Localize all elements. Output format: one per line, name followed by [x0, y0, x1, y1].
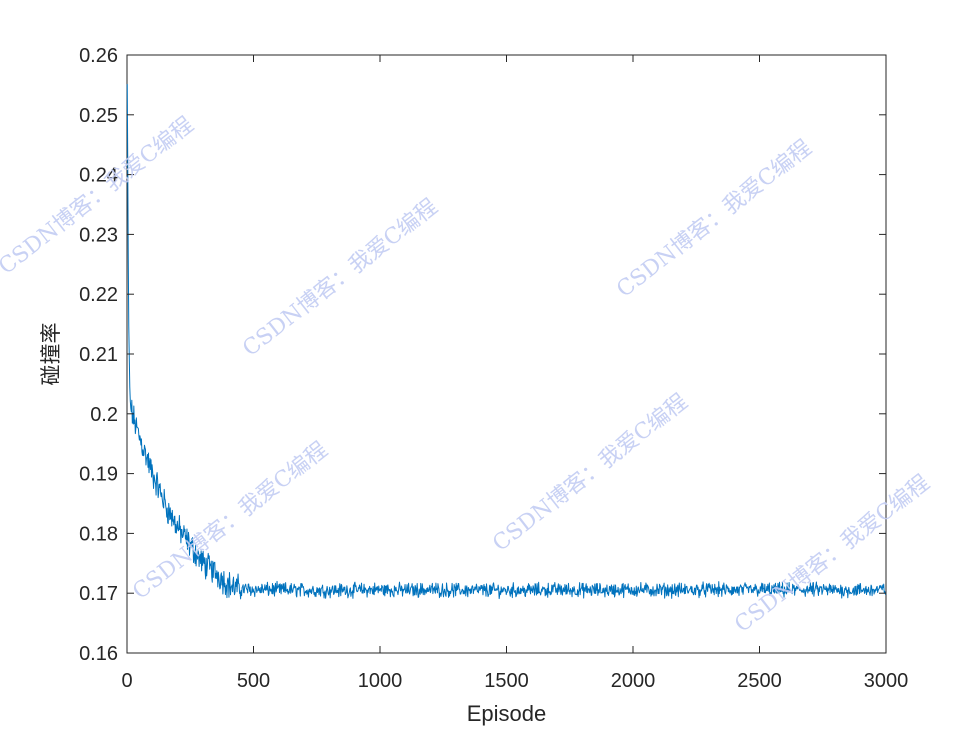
y-tick-label: 0.16: [79, 643, 118, 665]
tick-layer: 0 500 1000 1500 2000 2500 3000 0.16 0.17 0.18 0.19…: [79, 45, 908, 692]
y-tick-label: 0.23: [79, 224, 118, 246]
y-tick-label: 0.25: [79, 105, 118, 127]
x-tick-label: 2500: [737, 670, 782, 692]
y-tick-label: 0.24: [79, 165, 118, 187]
y-tick-label: 0.21: [79, 344, 118, 366]
y-tick-label: 0.2: [90, 404, 118, 426]
series-layer: [126, 84, 887, 600]
y-tick-label: 0.18: [79, 523, 118, 545]
y-tick-label: 0.22: [79, 284, 118, 306]
x-tick-label: 2000: [611, 670, 656, 692]
x-tick-label: 500: [237, 670, 270, 692]
axes-box: [126, 54, 887, 654]
x-tick-label: 0: [121, 670, 132, 692]
series-line: [126, 84, 887, 600]
x-tick-label: 1000: [358, 670, 403, 692]
plot-area: 0 500 1000 1500 2000 2500 3000 0.16 0.17 0.18 0.19…: [79, 45, 908, 692]
x-tick-label: 3000: [864, 670, 909, 692]
x-axis-label: Episode: [467, 701, 547, 726]
x-tick-label: 1500: [484, 670, 529, 692]
y-axis-label: 碰撞率: [39, 323, 63, 386]
y-tick-label: 0.17: [79, 583, 118, 605]
y-tick-label: 0.26: [79, 45, 118, 67]
y-tick-label: 0.19: [79, 464, 118, 486]
